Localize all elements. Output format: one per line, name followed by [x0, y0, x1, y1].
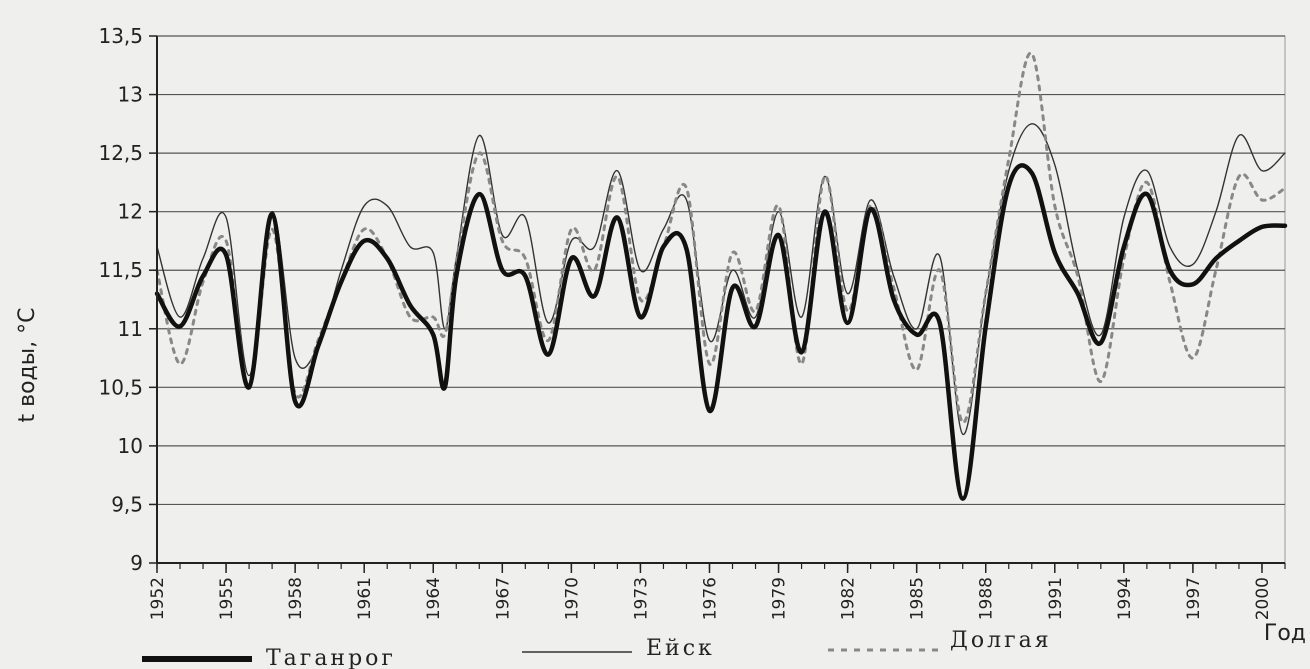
axes: 9 9,5 10 10,5 11 11,5 12 12,5 13 13,5 1952 1955 1958… — [98, 24, 1286, 620]
x-tick-label: 1982 — [839, 577, 859, 620]
series-layer — [154, 51, 1288, 501]
x-tick-label: 1976 — [700, 577, 720, 620]
x-tick-label: 2000 — [1253, 577, 1273, 620]
y-tick-label: 13,5 — [98, 24, 143, 48]
x-tick-label: 1964 — [424, 577, 444, 620]
x-tick-label: 1967 — [493, 577, 513, 620]
y-tick-label: 11,5 — [98, 258, 143, 282]
legend-label-eysk: Ейск — [646, 636, 715, 661]
x-tick-label: 1961 — [355, 577, 375, 620]
y-tick-label: 13 — [118, 83, 143, 107]
x-tick-label: 1958 — [286, 577, 306, 620]
y-axis-label: t воды, °C — [15, 308, 40, 423]
x-tick-label: 1988 — [977, 577, 997, 620]
legend-label-taganrog: Таганрог — [266, 646, 396, 669]
x-tick-label: 1979 — [770, 577, 790, 620]
y-tick-label: 12 — [118, 200, 143, 224]
x-tick-label: 1991 — [1046, 577, 1066, 620]
y-tick-label: 10,5 — [98, 375, 143, 399]
y-tick-label: 12,5 — [98, 141, 143, 165]
x-tick-label: 1994 — [1115, 577, 1135, 620]
y-tick-label: 9,5 — [111, 492, 143, 516]
y-tick-label: 10 — [118, 434, 143, 458]
x-axis-label: Год — [1264, 621, 1306, 646]
x-tick-label: 1970 — [562, 577, 582, 620]
x-tick-label: 1973 — [631, 577, 651, 620]
legend-label-dolgaya: Долгая — [950, 628, 1052, 653]
x-tick-label: 1997 — [1184, 577, 1204, 620]
x-tick-label: 1955 — [217, 577, 237, 620]
x-tick-label: 1952 — [148, 577, 168, 620]
legend: Таганрог Ейск Долгая — [142, 628, 1052, 669]
x-tick-label: 1985 — [908, 577, 928, 620]
series-line-eysk — [156, 123, 1286, 435]
series-line-taganrog — [154, 163, 1288, 501]
y-tick-label: 9 — [130, 551, 143, 575]
y-tick-label: 11 — [118, 317, 143, 341]
